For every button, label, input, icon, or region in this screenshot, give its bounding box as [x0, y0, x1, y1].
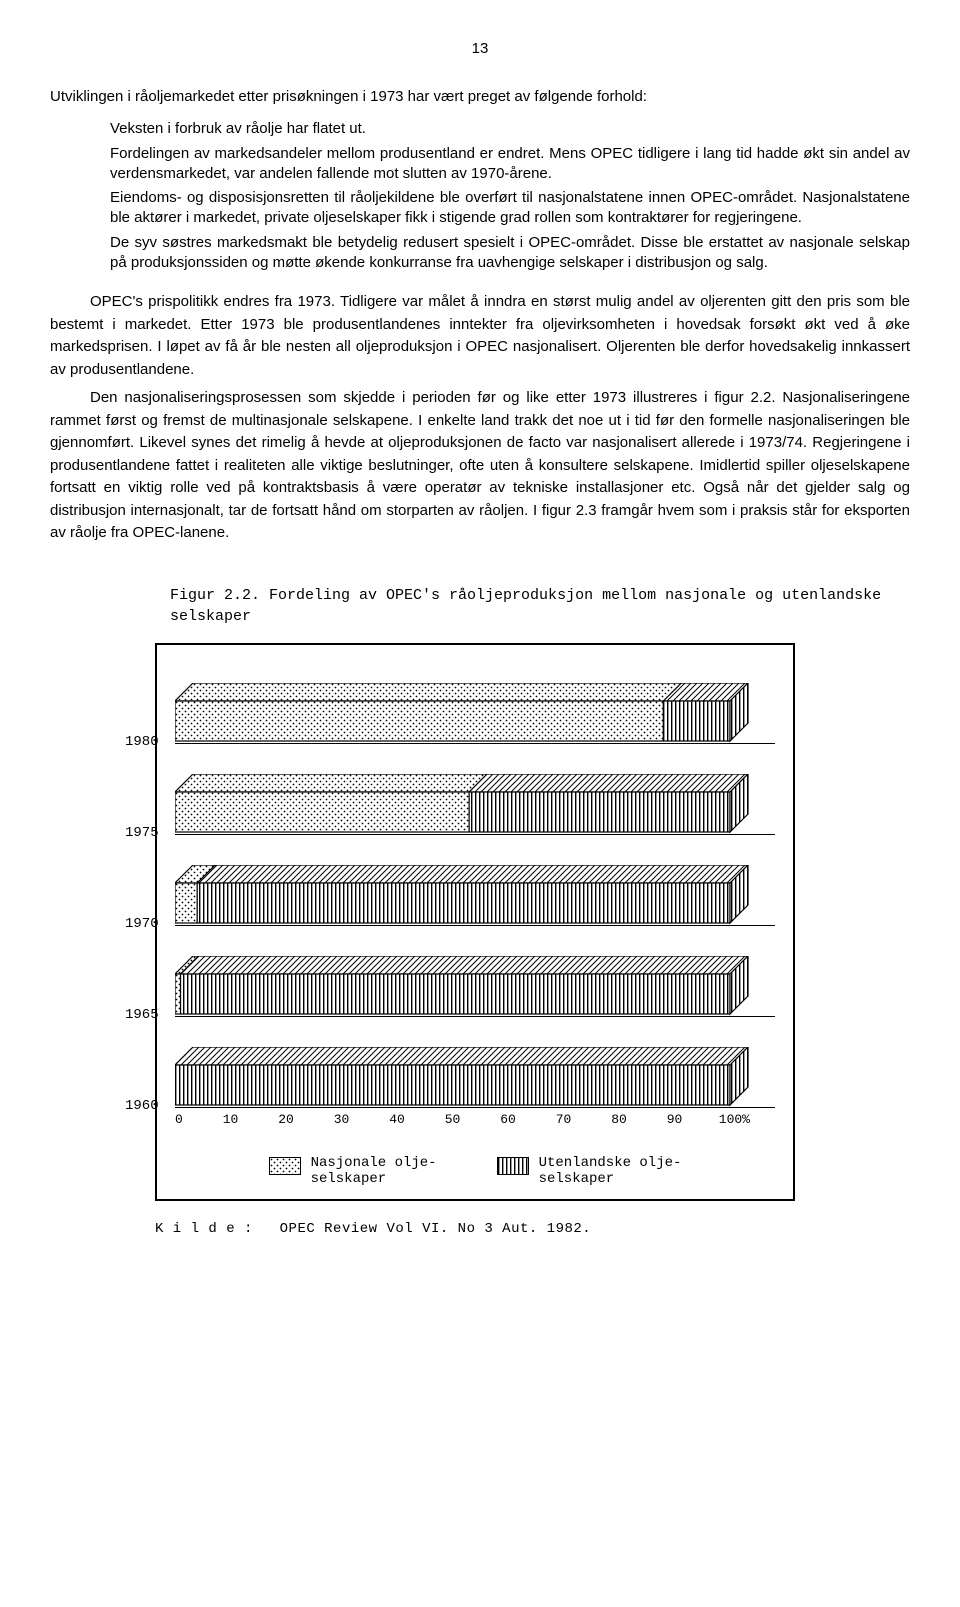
x-tick: 80	[591, 1112, 647, 1127]
page-number: 13	[50, 40, 910, 57]
x-axis: 0102030405060708090100%	[175, 1108, 775, 1127]
legend: Nasjonale olje-selskaper Utenlandske olj…	[175, 1155, 775, 1187]
x-tick: 100%	[702, 1112, 750, 1127]
legend-swatch-foreign	[497, 1157, 529, 1175]
x-tick: 60	[480, 1112, 536, 1127]
bar-3d	[175, 1047, 750, 1107]
bar-3d	[175, 683, 750, 743]
legend-label-foreign: Utenlandske olje-selskaper	[539, 1155, 682, 1187]
source-text: OPEC Review Vol VI. No 3 Aut. 1982.	[280, 1221, 592, 1237]
figure-source: K i l d e : OPEC Review Vol VI. No 3 Aut…	[155, 1221, 910, 1237]
bullet-item: De syv søstres markedsmakt ble betydelig…	[110, 233, 910, 274]
bar-3d	[175, 774, 750, 834]
year-label: 1965	[125, 1007, 169, 1023]
chart-row: 1970	[175, 847, 775, 926]
legend-item-national: Nasjonale olje-selskaper	[269, 1155, 437, 1187]
chart-row: 1965	[175, 938, 775, 1017]
bullet-item: Eiendoms- og disposisjonsretten til råol…	[110, 188, 910, 229]
x-tick: 20	[258, 1112, 314, 1127]
year-label: 1980	[125, 734, 169, 750]
chart-row: 1960	[175, 1029, 775, 1108]
body-paragraph-1: OPEC's prispolitikk endres fra 1973. Tid…	[50, 291, 910, 381]
year-label: 1960	[125, 1098, 169, 1114]
x-tick: 0	[175, 1112, 203, 1127]
bar-3d	[175, 956, 750, 1016]
x-tick: 50	[425, 1112, 481, 1127]
legend-item-foreign: Utenlandske olje-selskaper	[497, 1155, 682, 1187]
intro-line: Utviklingen i råoljemarkedet etter prisø…	[50, 87, 910, 107]
x-tick: 40	[369, 1112, 425, 1127]
chart-row: 1975	[175, 756, 775, 835]
bullet-item: Veksten i forbruk av råolje har flatet u…	[110, 119, 910, 139]
bar-3d	[175, 865, 750, 925]
body-paragraph-2: Den nasjonaliseringsprosessen som skjedd…	[50, 387, 910, 545]
figure-caption: Figur 2.2. Fordeling av OPEC's råoljepro…	[170, 585, 910, 627]
x-tick: 70	[536, 1112, 592, 1127]
source-label: K i l d e :	[155, 1221, 253, 1237]
x-tick: 10	[203, 1112, 259, 1127]
year-label: 1975	[125, 825, 169, 841]
x-tick: 90	[647, 1112, 703, 1127]
bullet-item: Fordelingen av markedsandeler mellom pro…	[110, 144, 910, 185]
legend-swatch-national	[269, 1157, 301, 1175]
year-label: 1970	[125, 916, 169, 932]
x-tick: 30	[314, 1112, 370, 1127]
chart-bars-area: 1980 1975 1970 1965 1960	[175, 665, 775, 1108]
chart-row: 1980	[175, 665, 775, 744]
legend-label-national: Nasjonale olje-selskaper	[311, 1155, 437, 1187]
bullet-list: Veksten i forbruk av råolje har flatet u…	[50, 119, 910, 273]
chart-frame: 1980 1975 1970 1965 1960 0102030405060708090…	[155, 643, 795, 1201]
